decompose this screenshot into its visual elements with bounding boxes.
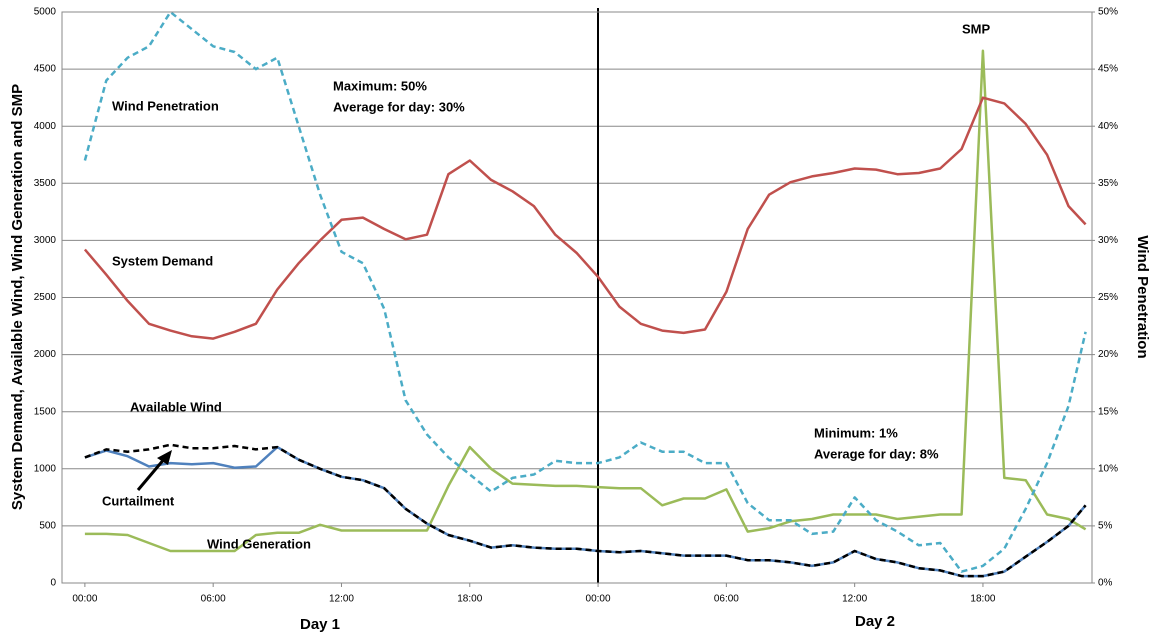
y2-tick-label: 15% [1098,406,1118,417]
y2-axis-title: Wind Penetration [1134,235,1151,358]
arrow-head [157,450,172,465]
y-tick-label: 3500 [34,178,57,189]
series-line [83,10,1087,573]
x-tick-label: 12:00 [842,594,867,605]
y-tick-label: 2500 [34,292,57,303]
x-tick-label: 18:00 [970,594,995,605]
y2-tick-label: 20% [1098,349,1118,360]
y-tick-label: 0 [50,578,56,589]
y-tick-label: 4500 [34,64,57,75]
lines [83,10,1087,578]
series-line [83,96,1087,340]
y-tick-label: 500 [39,521,56,532]
series-line [84,445,1087,578]
annotation: Curtailment [102,493,175,508]
series-label: Wind Penetration [112,98,219,113]
x-tick-label: 00:00 [586,594,611,605]
y-tick-label: 2000 [34,349,57,360]
y2-tick-label: 10% [1098,463,1118,474]
x-tick-label: 06:00 [201,594,226,605]
series-label: Wind Generation [207,536,311,551]
y2-tick-label: 35% [1098,178,1118,189]
y2-tick-label: 45% [1098,64,1118,75]
series-line [84,49,1087,553]
arrow [136,457,167,491]
x-tick-label: 12:00 [329,594,354,605]
y2-tick-label: 50% [1098,7,1118,18]
y2-tick-label: 30% [1098,235,1118,246]
y-tick-label: 1000 [34,463,57,474]
day-label: Day 1 [300,616,340,633]
series-label: SMP [962,21,991,36]
x-tick-label: 06:00 [714,594,739,605]
annotation: Maximum: 50% [333,78,427,93]
y-tick-label: 5000 [34,7,57,18]
day-label: Day 2 [855,613,895,630]
annotation: Average for day: 8% [814,446,939,461]
x-tick-label: 18:00 [457,594,482,605]
y-axis-title: System Demand, Available Wind, Wind Gene… [9,84,26,510]
series-line [84,443,1087,578]
x-tick-label: 00:00 [72,594,97,605]
y-tick-label: 3000 [34,235,57,246]
y2-tick-label: 5% [1098,521,1113,532]
y2-tick-label: 25% [1098,292,1118,303]
y-tick-label: 4000 [34,121,57,132]
y-tick-label: 1500 [34,406,57,417]
y2-tick-label: 0% [1098,578,1113,589]
annotation: Minimum: 1% [814,425,898,440]
series-label: System Demand [112,253,213,268]
series-label: Available Wind [130,399,222,414]
annotation: Average for day: 30% [333,99,465,114]
y2-tick-label: 40% [1098,121,1118,132]
